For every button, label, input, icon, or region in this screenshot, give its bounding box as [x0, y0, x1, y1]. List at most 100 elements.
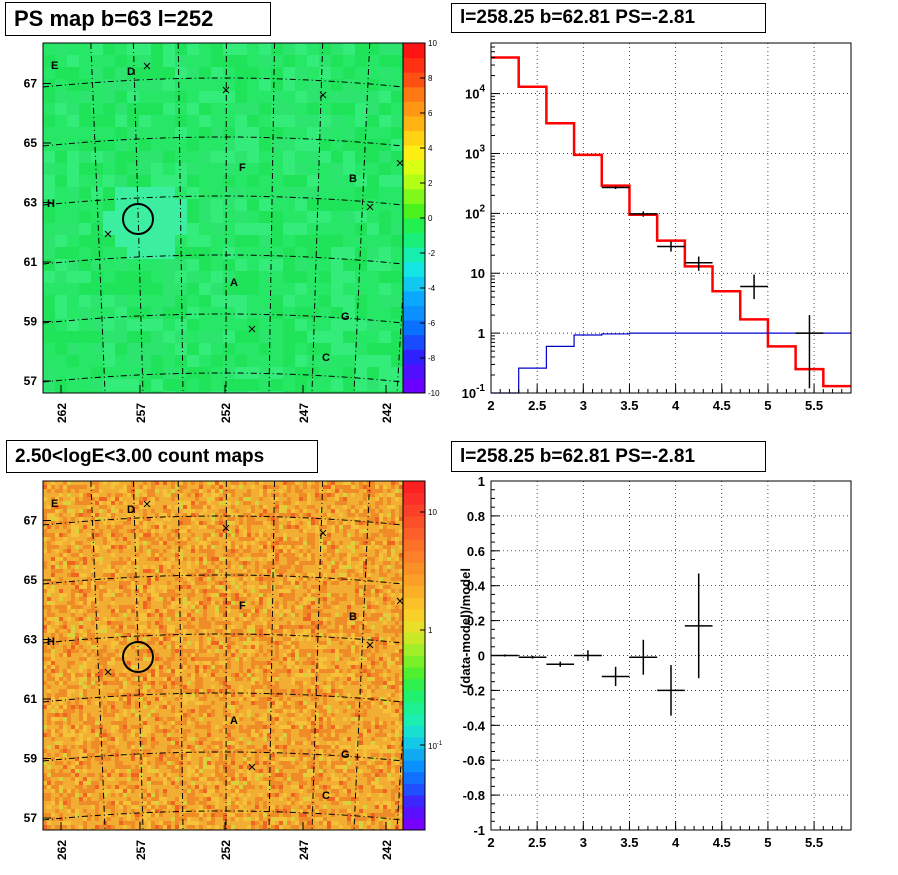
- map-cell: [91, 593, 95, 597]
- map-cell: [139, 379, 151, 391]
- map-cell: [223, 115, 235, 127]
- map-cell: [103, 549, 107, 553]
- map-cell: [255, 573, 259, 577]
- map-cell: [275, 589, 279, 593]
- map-cell: [271, 391, 283, 393]
- map-cell: [355, 557, 359, 561]
- map-cell: [379, 621, 383, 625]
- map-cell: [391, 271, 403, 283]
- map-cell: [347, 501, 351, 505]
- map-cell: [107, 489, 111, 493]
- map-cell: [67, 525, 71, 529]
- map-cell: [231, 489, 235, 493]
- map-cell: [75, 641, 79, 645]
- map-cell: [79, 525, 83, 529]
- map-cell: [219, 641, 223, 645]
- map-cell: [195, 569, 199, 573]
- map-cell: [223, 481, 227, 485]
- map-cell: [175, 545, 179, 549]
- map-cell: [43, 509, 47, 513]
- map-cell: [335, 521, 339, 525]
- map-cell: [391, 589, 395, 593]
- map-cell: [59, 585, 63, 589]
- map-cell: [291, 593, 295, 597]
- map-cell: [259, 609, 263, 613]
- map-cell: [275, 489, 279, 493]
- map-cell: [55, 489, 59, 493]
- map-cell: [79, 593, 83, 597]
- map-cell: [123, 553, 127, 557]
- map-cell: [331, 533, 335, 537]
- map-cell: [355, 589, 359, 593]
- map-cell: [127, 581, 131, 585]
- map-cell: [139, 533, 143, 537]
- map-cell: [283, 103, 295, 115]
- map-cell: [271, 533, 275, 537]
- map-cell: [307, 585, 311, 589]
- map-cell: [215, 633, 219, 637]
- map-cell: [171, 521, 175, 525]
- map-cell: [219, 597, 223, 601]
- map-cell: [243, 517, 247, 521]
- map-cell: [115, 139, 127, 151]
- map-cell: [323, 633, 327, 637]
- y-tick-label: 1: [478, 326, 485, 341]
- map-cell: [215, 597, 219, 601]
- map-cell: [175, 139, 187, 151]
- map-cell: [375, 549, 379, 553]
- map-cell: [247, 91, 259, 103]
- map-cell: [367, 307, 379, 319]
- map-cell: [63, 537, 67, 541]
- map-cell: [303, 505, 307, 509]
- map-cell: [187, 649, 191, 653]
- map-cell: [223, 613, 227, 617]
- map-cell: [179, 561, 183, 565]
- map-cell: [211, 521, 215, 525]
- map-cell: [79, 597, 83, 601]
- map-cell: [139, 593, 143, 597]
- map-cell: [315, 501, 319, 505]
- map-cell: [159, 533, 163, 537]
- map-cell: [175, 501, 179, 505]
- map-cell: [263, 549, 267, 553]
- map-cell: [223, 605, 227, 609]
- map-cell: [215, 629, 219, 633]
- map-cell: [155, 521, 159, 525]
- map-cell: [151, 621, 155, 625]
- map-cell: [375, 633, 379, 637]
- map-cell: [211, 505, 215, 509]
- map-cell: [155, 541, 159, 545]
- map-cell: [251, 513, 255, 517]
- map-cell: [259, 79, 271, 91]
- map-cell: [267, 593, 271, 597]
- map-cell: [319, 235, 331, 247]
- map-cell: [347, 561, 351, 565]
- map-cell: [171, 533, 175, 537]
- map-cell: [347, 645, 351, 649]
- map-cell: [387, 501, 391, 505]
- map-cell: [211, 139, 223, 151]
- map-cell: [299, 605, 303, 609]
- map-cell: [75, 493, 79, 497]
- map-cell: [355, 55, 367, 67]
- map-cell: [111, 505, 115, 509]
- map-cell: [55, 55, 67, 67]
- map-cell: [155, 497, 159, 501]
- map-cell: [131, 505, 135, 509]
- colorbar-tick-label: 2: [428, 179, 433, 188]
- map-cell: [79, 55, 91, 67]
- map-cell: [199, 497, 203, 501]
- map-cell: [379, 43, 391, 55]
- map-cell: [295, 91, 307, 103]
- map-cell: [135, 645, 139, 649]
- map-cell: [163, 649, 167, 653]
- map-cell: [55, 343, 67, 355]
- map-cell: [339, 637, 343, 641]
- map-cell: [215, 609, 219, 613]
- map-cell: [235, 561, 239, 565]
- map-cell: [139, 621, 143, 625]
- source-marker: [248, 325, 256, 333]
- map-cell: [363, 529, 367, 533]
- map-cell: [391, 517, 395, 521]
- map-cell: [43, 625, 47, 629]
